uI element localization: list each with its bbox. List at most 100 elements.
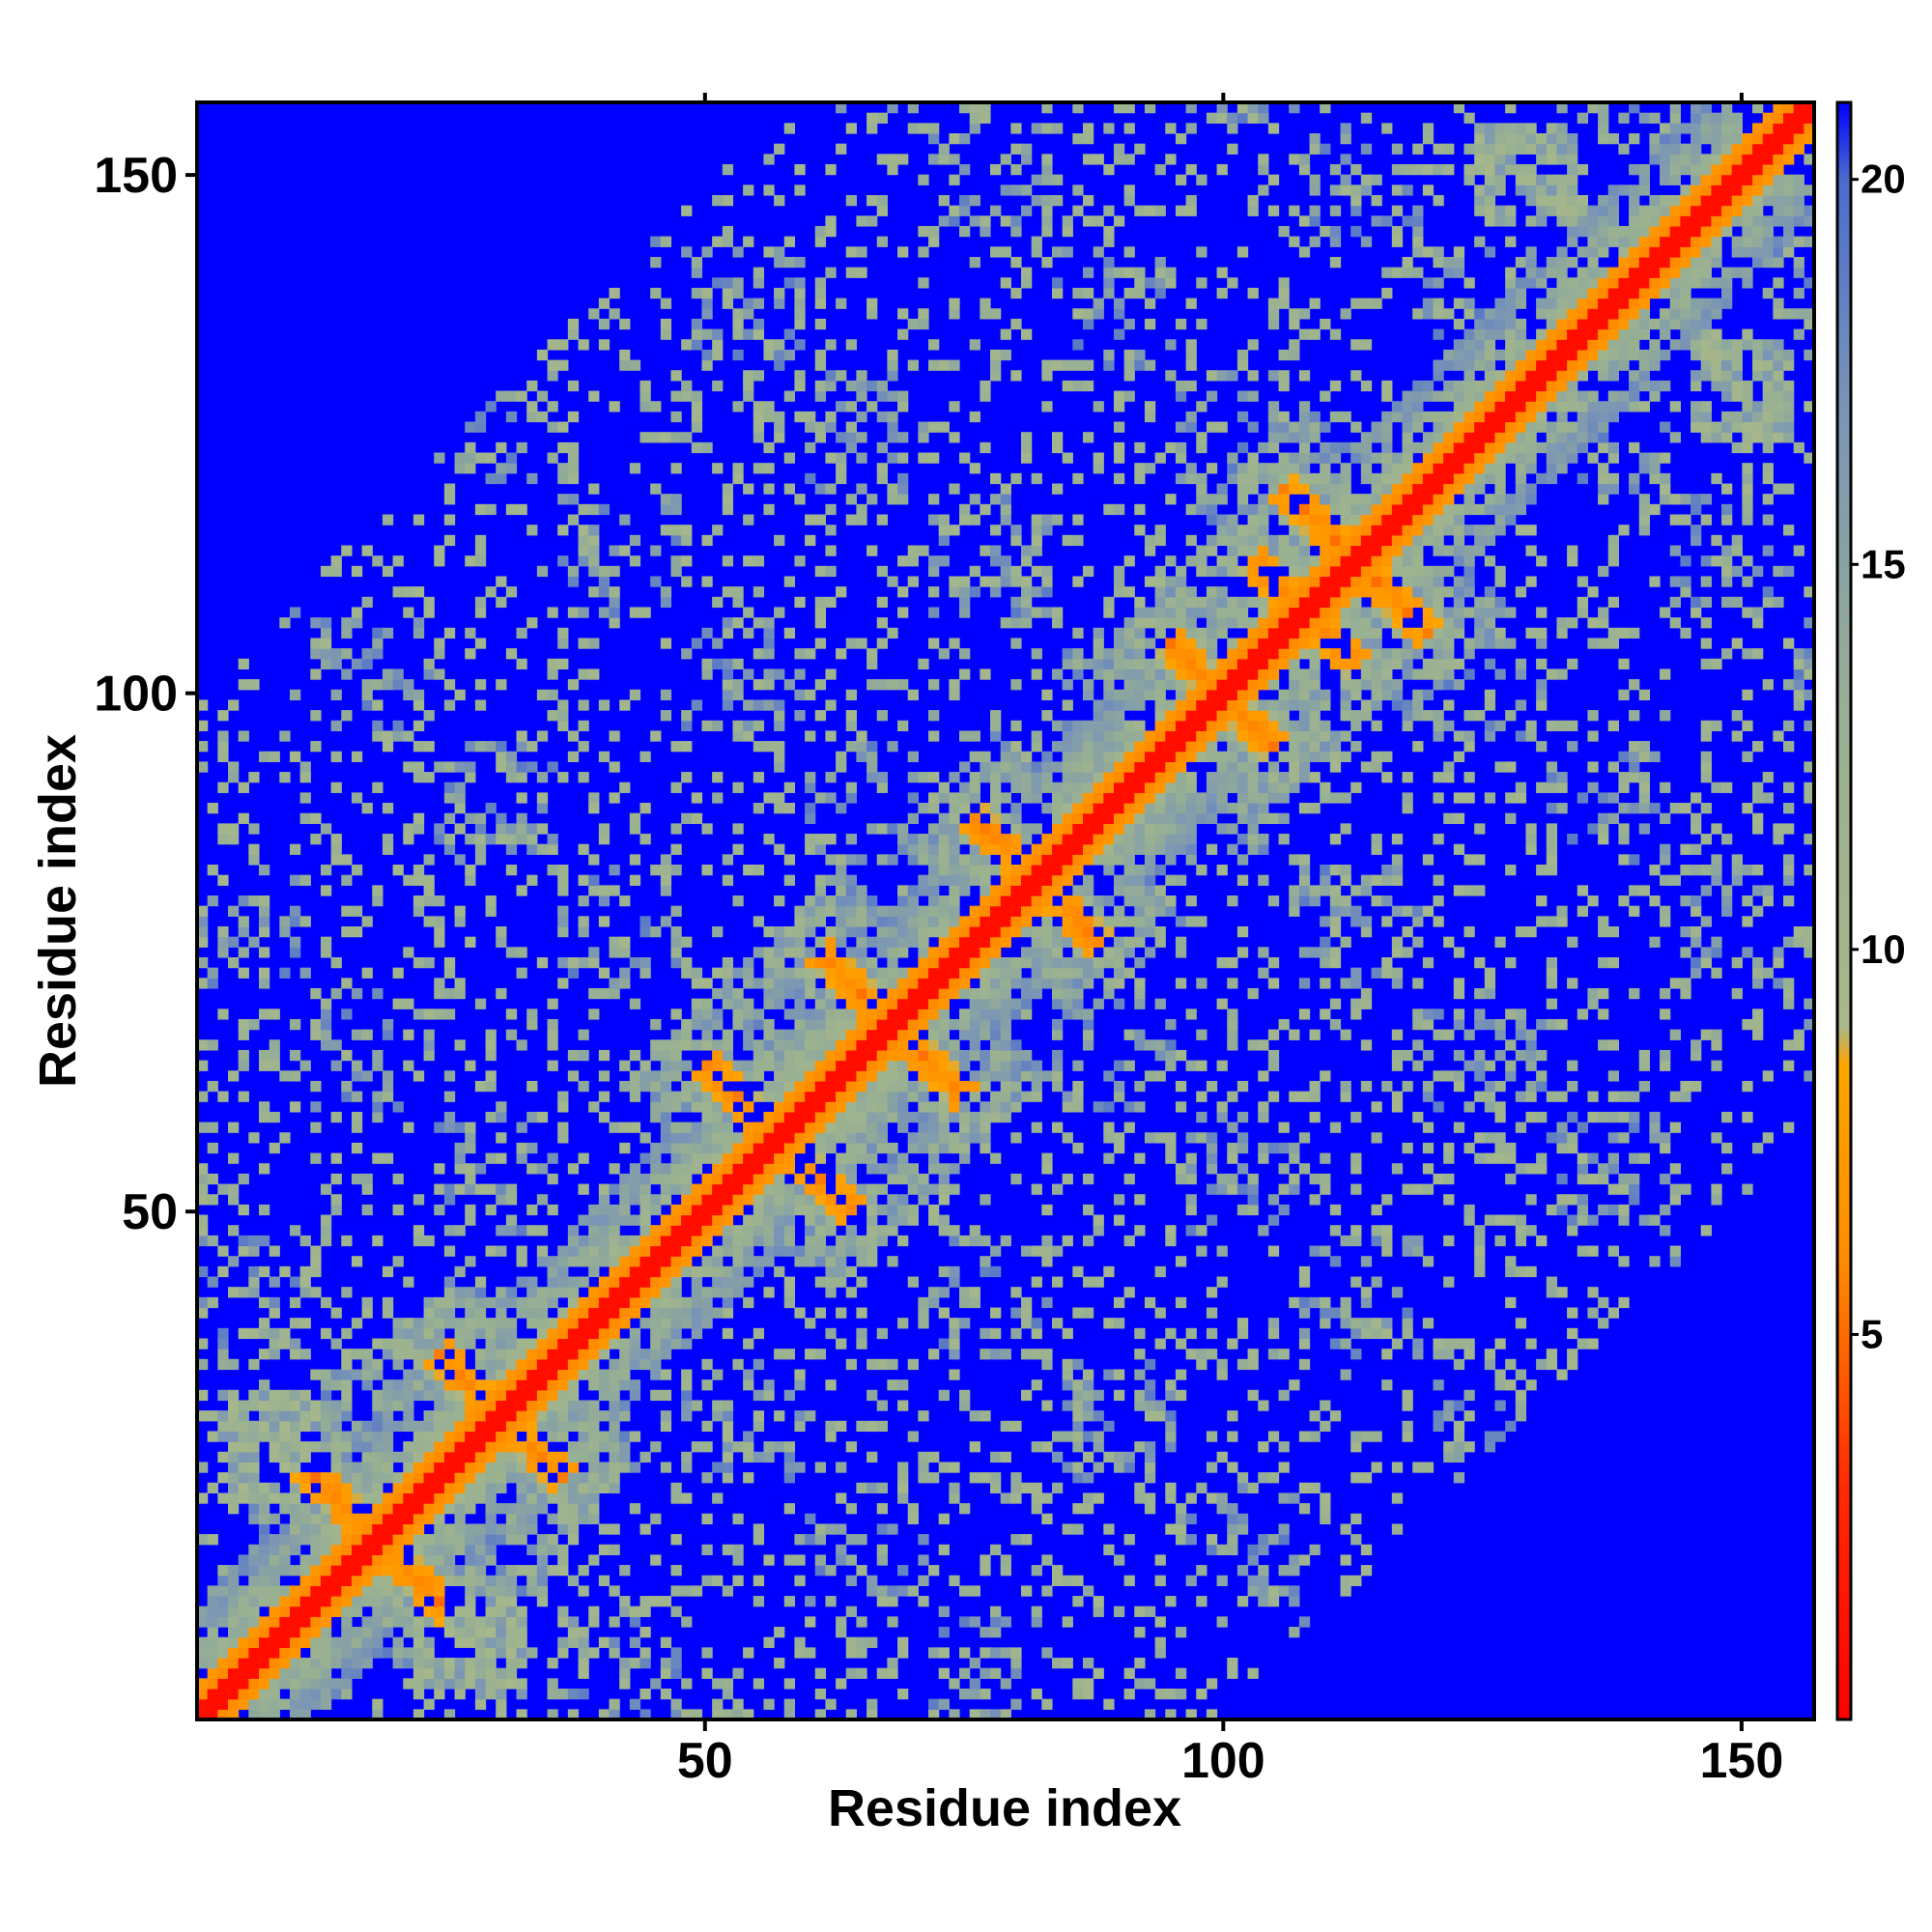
heatmap-cell — [1463, 1389, 1475, 1402]
heatmap-cell — [660, 1369, 672, 1380]
heatmap-cell — [310, 1513, 322, 1525]
heatmap-cell — [753, 1173, 765, 1185]
heatmap-cell — [867, 1163, 878, 1175]
heatmap-cell — [341, 1410, 353, 1422]
heatmap-cell — [660, 1265, 672, 1278]
heatmap-cell — [619, 1307, 631, 1319]
heatmap-cell — [330, 1503, 342, 1515]
heatmap-cell — [619, 699, 631, 711]
heatmap-cell — [1206, 1327, 1218, 1340]
heatmap-cell — [299, 792, 311, 804]
heatmap-cell — [1536, 1049, 1548, 1062]
heatmap-cell — [516, 1245, 527, 1257]
heatmap-cell — [248, 1492, 260, 1504]
heatmap-cell — [887, 1029, 898, 1040]
heatmap-cell — [753, 803, 765, 814]
heatmap-cell — [547, 1327, 558, 1340]
heatmap-cell — [980, 1256, 991, 1267]
heatmap-cell — [505, 1420, 518, 1433]
heatmap-cell — [845, 956, 857, 969]
heatmap-cell — [412, 1513, 425, 1525]
heatmap-cell — [1525, 1111, 1537, 1123]
heatmap-cell — [1206, 1349, 1218, 1360]
heatmap-cell — [825, 925, 837, 938]
heatmap-cell — [372, 679, 384, 691]
heatmap-cell — [496, 1647, 507, 1659]
heatmap-cell — [753, 1163, 765, 1175]
heatmap-cell — [722, 1204, 734, 1216]
heatmap-cell — [1350, 1513, 1362, 1525]
heatmap-cell — [547, 607, 558, 618]
heatmap-cell — [392, 998, 404, 1009]
heatmap-cell — [1320, 1503, 1331, 1515]
heatmap-cell — [526, 1338, 538, 1350]
heatmap-cell — [443, 1667, 456, 1679]
heatmap-cell — [825, 1523, 837, 1535]
heatmap-cell — [351, 792, 363, 804]
heatmap-cell — [1082, 1276, 1094, 1288]
heatmap-cell — [794, 1173, 806, 1185]
heatmap-cell — [783, 1163, 796, 1175]
heatmap-cell — [1113, 1605, 1125, 1617]
heatmap-cell — [1041, 978, 1053, 989]
heatmap-cell — [949, 1369, 960, 1380]
heatmap-cell — [856, 1565, 867, 1577]
heatmap-cell — [980, 1565, 991, 1577]
heatmap-cell — [567, 565, 580, 578]
heatmap-cell — [485, 1513, 497, 1525]
heatmap-cell — [836, 751, 847, 762]
heatmap-cell — [299, 1451, 311, 1463]
heatmap-cell — [536, 1420, 549, 1433]
heatmap-cell — [1402, 1142, 1413, 1154]
heatmap-cell — [774, 349, 785, 361]
heatmap-cell — [598, 1318, 611, 1329]
heatmap-cell — [598, 1709, 611, 1719]
heatmap-cell — [330, 1379, 342, 1391]
heatmap-cell — [526, 1080, 538, 1093]
heatmap-cell — [660, 1667, 672, 1679]
heatmap-cell — [949, 987, 960, 1000]
heatmap-cell — [361, 1523, 373, 1535]
heatmap-cell — [763, 1225, 775, 1236]
heatmap-cell — [341, 1379, 353, 1391]
heatmap-cell — [774, 1173, 785, 1185]
heatmap-cell — [361, 1575, 373, 1586]
heatmap-cell — [412, 1709, 425, 1719]
heatmap-cell — [836, 854, 847, 866]
heatmap-cell — [474, 1534, 487, 1546]
heatmap-cell — [289, 1451, 301, 1463]
heatmap-cell — [825, 895, 837, 907]
heatmap-cell — [969, 1111, 980, 1123]
heatmap-cell — [670, 905, 682, 917]
heatmap-cell — [588, 1379, 600, 1391]
heatmap-cell — [392, 1482, 404, 1494]
heatmap-cell — [454, 781, 466, 793]
heatmap-cell — [1134, 1101, 1146, 1113]
heatmap-cell — [1196, 1091, 1208, 1102]
heatmap-cell — [197, 1636, 209, 1648]
heatmap-cell — [403, 730, 414, 742]
heatmap-cell — [722, 194, 734, 207]
heatmap-cell — [1577, 1163, 1589, 1175]
heatmap-cell — [650, 1049, 662, 1062]
heatmap-cell — [660, 1296, 672, 1309]
heatmap-cell — [598, 1523, 611, 1535]
heatmap-cell — [1289, 1596, 1300, 1607]
heatmap-cell — [588, 483, 600, 495]
heatmap-cell — [330, 1678, 342, 1690]
heatmap-cell — [557, 1327, 569, 1340]
heatmap-cell — [845, 1009, 857, 1020]
heatmap-cell — [609, 1183, 620, 1195]
heatmap-cell — [619, 1183, 631, 1195]
heatmap-cell — [320, 1018, 332, 1031]
heatmap-cell — [412, 1235, 425, 1247]
heatmap-cell — [845, 1142, 857, 1154]
heatmap-cell — [547, 1318, 558, 1329]
heatmap-cell — [887, 1152, 898, 1164]
heatmap-cell — [876, 1225, 888, 1236]
heatmap-cell — [392, 1389, 404, 1402]
heatmap-cell — [867, 751, 878, 762]
heatmap-cell — [1381, 1194, 1393, 1206]
heatmap-cell — [227, 1183, 240, 1195]
heatmap-cell — [722, 874, 734, 886]
